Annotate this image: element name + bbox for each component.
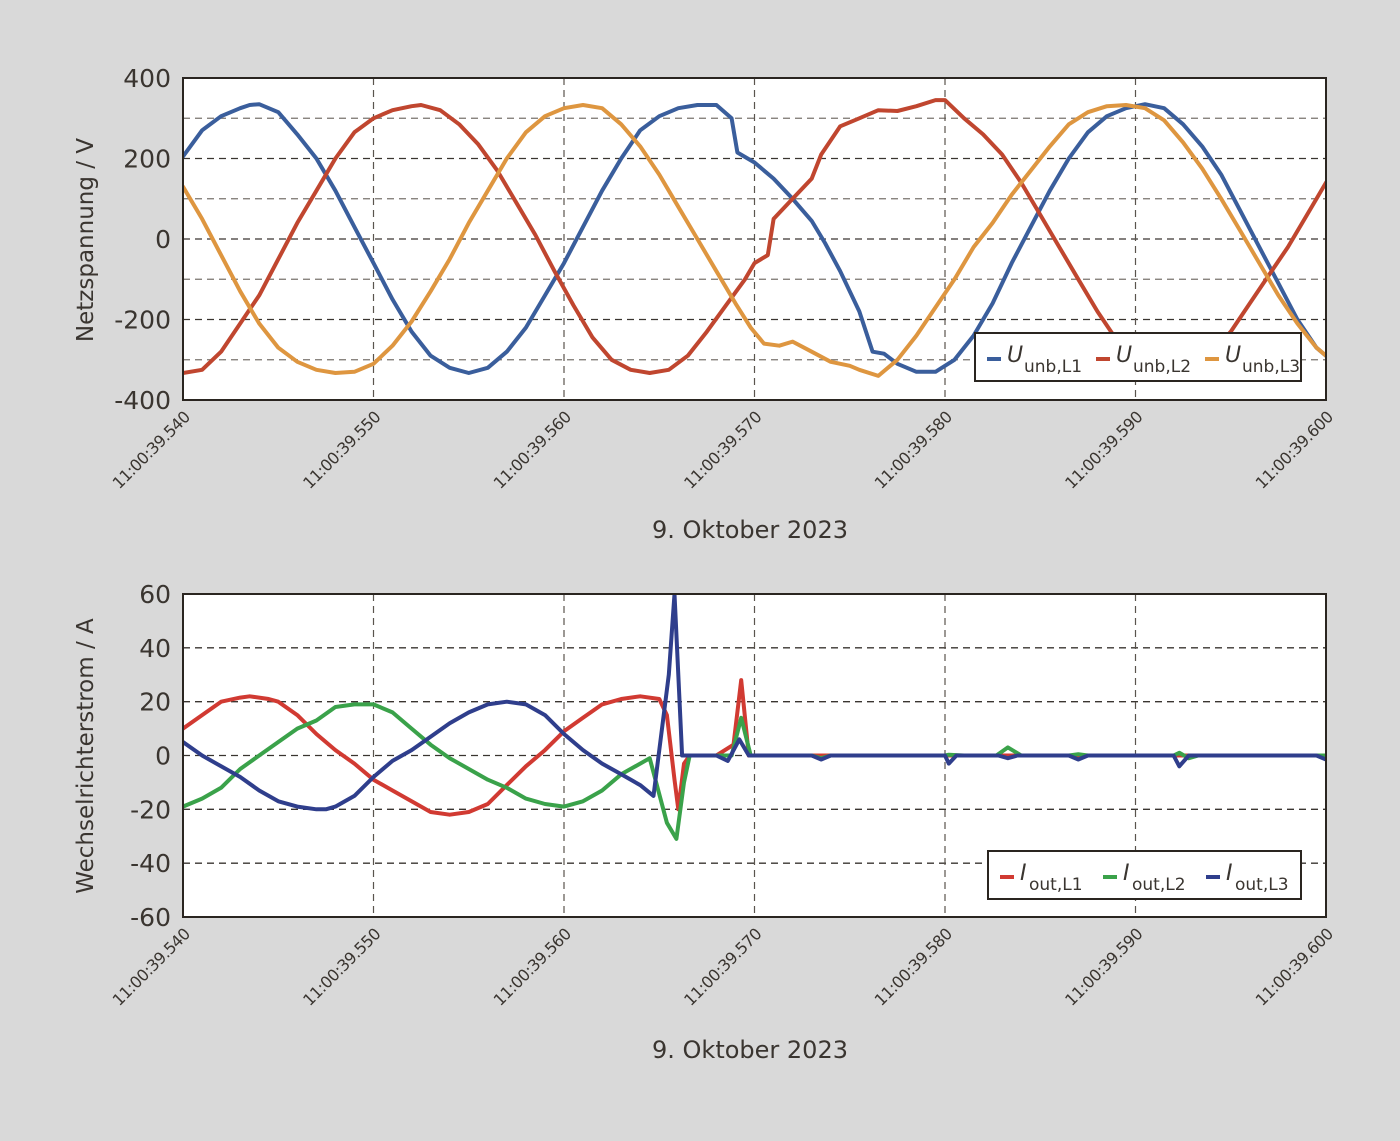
legend-label-sub: unb,L3	[1242, 357, 1300, 377]
y-tick-label: -60	[130, 903, 171, 932]
x-tick-label: 11:00:39.580	[871, 924, 956, 1009]
legend-label-sub: out,L1	[1029, 875, 1083, 895]
x-tick-label: 11:00:39.550	[299, 924, 384, 1009]
voltage-y-ticks: 400 200 0 -200 -400	[114, 64, 171, 415]
voltage-x-ticks: 11:00:39.540 11:00:39.550 11:00:39.560 11:0…	[109, 407, 1337, 492]
x-tick-label: 11:00:39.560	[490, 407, 575, 492]
y-tick-label: 200	[123, 145, 171, 174]
y-tick-label: -400	[114, 386, 171, 415]
current-x-axis-label: 9. Oktober 2023	[652, 1036, 848, 1064]
legend-label-main: U	[1007, 343, 1023, 368]
x-tick-label: 11:00:39.550	[299, 407, 384, 492]
voltage-plot-frame	[182, 77, 1327, 401]
legend-label-sub: unb,L2	[1133, 357, 1191, 377]
current-y-ticks: 60 40 20 0 -20 -40 -60	[130, 580, 171, 932]
legend-label-sub: unb,L1	[1024, 357, 1082, 377]
legend-label-main: U	[1116, 343, 1132, 368]
legend-label-main: U	[1225, 343, 1241, 368]
x-tick-label: 11:00:39.540	[109, 924, 194, 1009]
legend-box	[974, 332, 1302, 382]
y-tick-label: 40	[139, 634, 171, 663]
series-line-u-unb-l3	[183, 103, 1326, 378]
x-tick-label: 11:00:39.570	[680, 407, 765, 492]
series-line-u-unb-l2	[183, 98, 1326, 375]
y-tick-label: 20	[139, 688, 171, 717]
current-series	[183, 594, 1326, 841]
legend-label-main: I	[1123, 861, 1130, 886]
x-tick-label: 11:00:39.590	[1061, 407, 1146, 492]
x-tick-label: 11:00:39.590	[1061, 924, 1146, 1009]
y-tick-label: 400	[123, 64, 171, 93]
x-tick-label: 11:00:39.600	[1252, 924, 1337, 1009]
voltage-y-axis-label: Netzspannung / V	[73, 138, 99, 342]
y-tick-label: 0	[155, 742, 171, 771]
legend-label-sub: out,L2	[1132, 875, 1186, 895]
voltage-x-axis-label: 9. Oktober 2023	[652, 516, 848, 544]
x-tick-label: 11:00:39.580	[871, 407, 956, 492]
current-y-axis-label: Wechselrichterstrom / A	[73, 618, 99, 894]
current-plot-frame	[182, 593, 1327, 918]
legend-label-main: I	[1020, 861, 1027, 886]
y-tick-label: -20	[130, 795, 171, 824]
series-line-u-unb-l1	[183, 102, 1326, 375]
legend-label-sub: out,L3	[1235, 875, 1289, 895]
y-tick-label: -200	[114, 306, 171, 335]
legend-label-main: I	[1226, 861, 1233, 886]
x-tick-label: 11:00:39.570	[680, 924, 765, 1009]
y-tick-label: 60	[139, 580, 171, 609]
legend-box	[987, 850, 1302, 900]
y-tick-label: -40	[130, 849, 171, 878]
x-tick-label: 11:00:39.560	[490, 924, 575, 1009]
voltage-series	[183, 98, 1326, 378]
x-tick-label: 11:00:39.540	[109, 407, 194, 492]
voltage-chart: 400 200 0 -200 -400 11:00:39.540 11:00:39.550…	[73, 64, 1337, 544]
current-chart: 60 40 20 0 -20 -40 -60 11:00:39.540 11:00:39.55…	[73, 580, 1337, 1064]
y-tick-label: 0	[155, 225, 171, 254]
series-line-i-out-l3	[183, 594, 1326, 812]
current-x-ticks: 11:00:39.540 11:00:39.550 11:00:39.560 11:0…	[109, 924, 1337, 1009]
x-tick-label: 11:00:39.600	[1252, 407, 1337, 492]
